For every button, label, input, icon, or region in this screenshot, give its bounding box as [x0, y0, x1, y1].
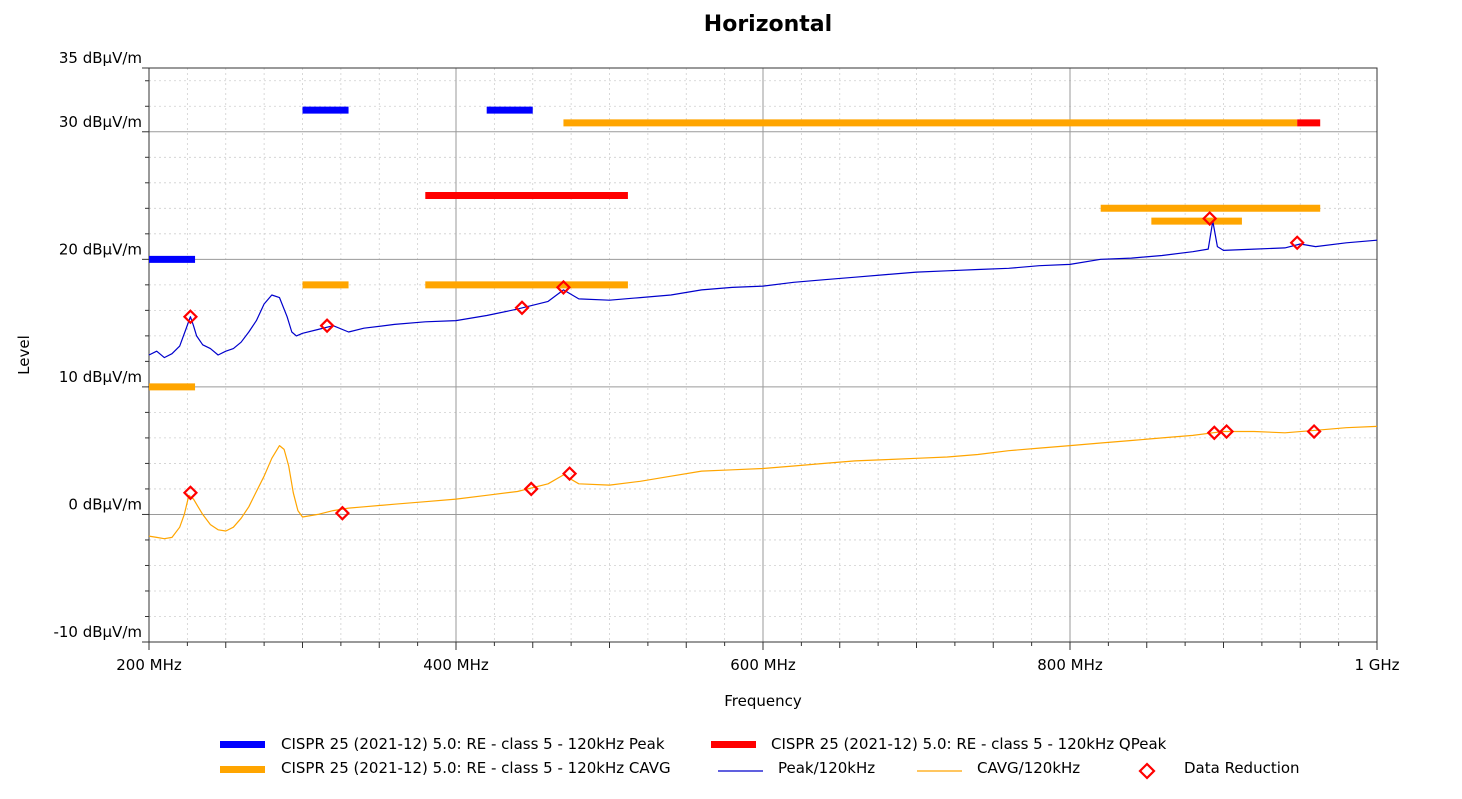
cavg-trace-line	[148, 425, 1378, 540]
legend-label-peak-trace: Peak/120kHz	[778, 759, 875, 777]
legend-swatch-cavg-limit	[220, 766, 265, 773]
legend-label-qpeak-limit: CISPR 25 (2021-12) 5.0: RE - class 5 - 1…	[771, 735, 1167, 753]
data-reduction-marker	[555, 279, 572, 295]
x-tick-labels: 200 MHz 400 MHz 600 MHz 800 MHz 1 GHz	[116, 656, 1399, 674]
legend-item-cavg-trace: CAVG/120kHz	[917, 759, 1080, 777]
legend-swatch-peak-limit	[220, 741, 265, 748]
legend-label-cavg-limit: CISPR 25 (2021-12) 5.0: RE - class 5 - 1…	[281, 759, 671, 777]
data-reduction-marker	[1202, 210, 1218, 227]
legend-label-peak-limit: CISPR 25 (2021-12) 5.0: RE - class 5 - 1…	[281, 735, 665, 753]
data-reduction-marker	[1306, 423, 1322, 440]
data-reduction-markers	[182, 210, 1322, 521]
x-tick-label: 1 GHz	[1354, 656, 1399, 674]
x-tick-label: 200 MHz	[116, 656, 182, 674]
data-reduction-marker	[1206, 425, 1222, 441]
x-tick-label: 800 MHz	[1037, 656, 1103, 674]
legend: CISPR 25 (2021-12) 5.0: RE - class 5 - 1…	[220, 735, 1300, 780]
data-reduction-marker	[514, 300, 530, 316]
legend-item-qpeak-limit: CISPR 25 (2021-12) 5.0: RE - class 5 - 1…	[711, 735, 1167, 753]
data-reduction-marker	[182, 309, 199, 325]
data-reduction-marker	[523, 481, 539, 497]
x-axis-label: Frequency	[724, 692, 802, 710]
y-tick-label: 35 dBµV/m	[59, 49, 142, 67]
y-tick-labels: 35 dBµV/m 30 dBµV/m 20 dBµV/m 10 dBµV/m 0 dB…	[53, 49, 142, 641]
data-reduction-marker	[562, 466, 578, 482]
chart-title: Horizontal	[704, 12, 832, 37]
peak-trace-line	[148, 220, 1378, 359]
y-tick-label: 20 dBµV/m	[59, 240, 142, 258]
legend-label-data-reduction: Data Reduction	[1184, 759, 1300, 777]
x-tick-label: 400 MHz	[423, 656, 489, 674]
legend-item-data-reduction: Data Reduction	[1138, 759, 1300, 780]
legend-swatch-diamond-icon	[1138, 762, 1156, 780]
limit-lines	[149, 106, 1321, 391]
legend-item-peak-limit: CISPR 25 (2021-12) 5.0: RE - class 5 - 1…	[220, 735, 665, 753]
legend-swatch-qpeak-limit	[711, 741, 756, 748]
legend-item-cavg-limit: CISPR 25 (2021-12) 5.0: RE - class 5 - 1…	[220, 759, 671, 777]
x-tick-label: 600 MHz	[730, 656, 796, 674]
legend-item-peak-trace: Peak/120kHz	[718, 759, 875, 777]
y-tick-label: 0 dBµV/m	[68, 495, 142, 513]
data-reduction-marker	[182, 485, 199, 501]
data-reduction-marker	[1219, 423, 1235, 440]
data-reduction-marker	[319, 318, 335, 334]
measurement-traces	[148, 220, 1378, 540]
data-reduction-marker	[334, 505, 350, 521]
axis-ticks	[142, 67, 1378, 650]
y-tick-label: -10 dBµV/m	[53, 623, 142, 641]
minor-grid	[149, 68, 1377, 642]
major-grid	[149, 68, 1377, 642]
data-reduction-marker	[1289, 235, 1305, 251]
legend-label-cavg-trace: CAVG/120kHz	[977, 759, 1080, 777]
y-tick-label: 30 dBµV/m	[59, 113, 142, 131]
y-tick-label: 10 dBµV/m	[59, 368, 142, 386]
y-axis-label: Level	[15, 335, 33, 375]
